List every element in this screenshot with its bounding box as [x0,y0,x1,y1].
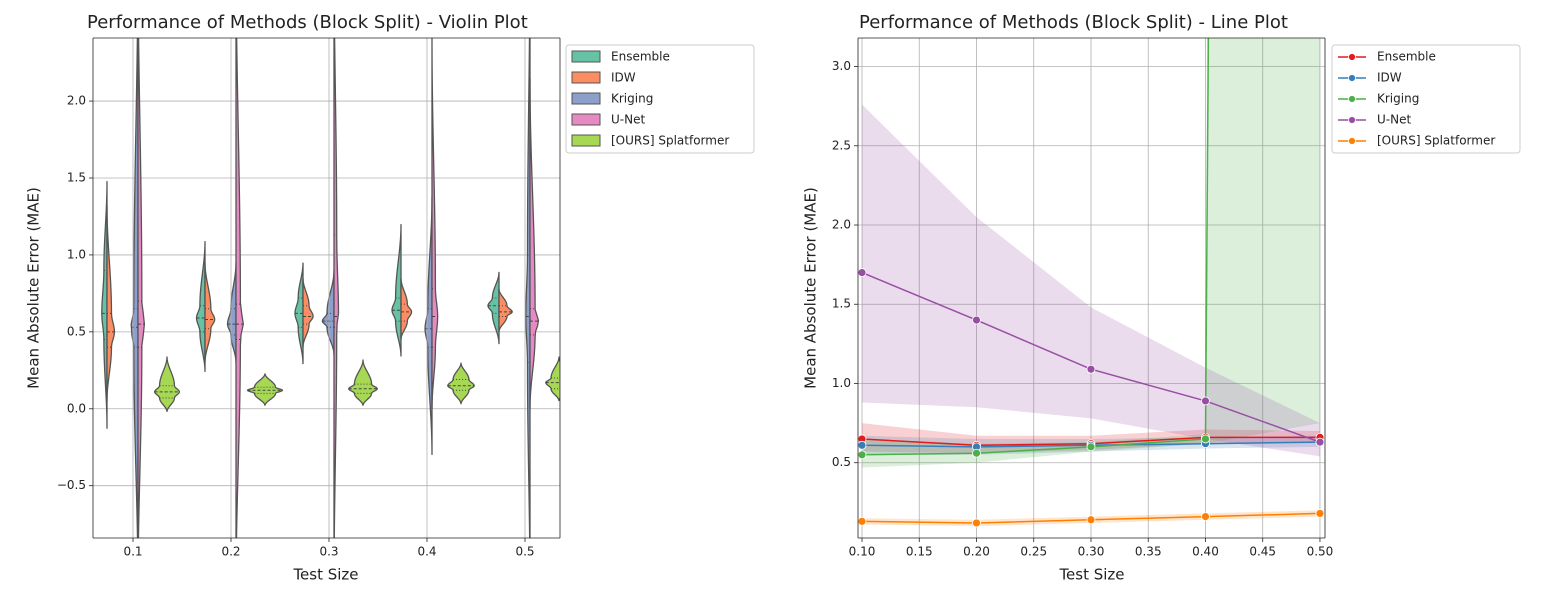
violin-half [204,262,216,363]
point [972,448,981,458]
x-tick-label: 0.1 [123,545,142,559]
point [1315,509,1325,518]
x-tick-label: 0.3 [319,545,338,559]
legend-marker [1348,137,1356,145]
legend-label: U-Net [611,113,645,127]
x-tick-label: 0.50 [1307,545,1334,559]
x-tick-label: 0.10 [849,545,876,559]
violin-half [424,196,433,455]
point [858,516,867,526]
y-tick-label: 1.0 [832,376,851,390]
x-axis-label: Test Size [1058,566,1124,584]
violin-half [153,356,181,412]
confidence-band [862,38,1320,468]
x-tick-label: 0.35 [1135,545,1162,559]
legend-marker [1348,53,1356,61]
violin-half [487,271,500,345]
violin-half [302,277,314,348]
y-tick-label: 1.5 [832,297,851,311]
point [858,440,867,450]
violin-half [137,38,146,538]
violin-half [447,362,475,405]
y-tick-label: 0.5 [67,324,86,338]
legend-label: [OURS] Splatformer [611,134,729,148]
violin-half [391,224,402,357]
legend-swatch [571,71,601,84]
x-tick-label: 0.20 [963,545,990,559]
x-tick-label: 0.30 [1078,545,1105,559]
legend-marker [1348,116,1356,124]
legend-label: [OURS] Splatformer [1377,134,1495,148]
x-tick-label: 0.2 [221,545,240,559]
y-tick-label: 0.0 [67,401,86,415]
plot-area [101,38,560,538]
point [1201,396,1210,406]
y-tick-label: 0.5 [832,455,851,469]
violin-half [525,38,531,538]
legend-label: Ensemble [1377,50,1436,64]
x-tick-label: 0.45 [1249,545,1276,559]
x-tick-label: 0.4 [417,545,436,559]
violin-half [545,356,560,402]
violin-half [431,38,439,409]
x-axis-label: Test Size [292,566,358,584]
legend-marker [1348,95,1356,103]
legend-label: Kriging [611,92,653,106]
legend-label: IDW [1377,71,1402,85]
legend-label: U-Net [1377,113,1411,127]
chart-title: Performance of Methods (Block Split) - V… [87,12,528,33]
violin-half [333,38,340,538]
x-tick-label: 0.25 [1020,545,1047,559]
legend-label: Kriging [1377,92,1419,106]
point [972,315,981,325]
y-tick-label: 1.5 [67,171,86,185]
violin-half [400,277,413,340]
legend-swatch [571,134,601,147]
violin-half [321,270,335,355]
violin-half [106,205,116,402]
point [972,518,981,528]
plot-area [858,38,1325,528]
violin-half [195,241,206,372]
violin-half [294,262,304,365]
y-tick-label: −0.5 [57,478,86,492]
violin-half [529,77,540,409]
x-tick-label: 0.40 [1192,545,1219,559]
legend-swatch [571,50,601,63]
x-tick-label: 0.15 [906,545,933,559]
y-tick-label: 2.0 [67,94,86,108]
point [858,268,867,277]
violin-half [246,373,284,406]
y-tick-label: 1.0 [67,247,86,261]
point [1315,437,1325,447]
legend-label: Ensemble [611,50,670,64]
violin-half [226,262,237,363]
legend-box [565,44,755,154]
point [1086,442,1096,452]
point [1086,364,1096,374]
point [1086,515,1096,525]
point [1201,434,1210,444]
x-tick-label: 0.5 [515,545,534,559]
legend-box [1331,44,1521,154]
point [858,450,867,460]
y-axis-label: Mean Absolute Error (MAE) [25,187,43,389]
legend-swatch [571,113,601,126]
point [1201,512,1210,522]
chart-title: Performance of Methods (Block Split) - L… [859,12,1288,33]
y-tick-label: 2.5 [832,138,851,152]
violin-half [130,38,139,538]
legend-label: IDW [611,71,636,85]
violin-half [101,181,108,429]
y-tick-label: 3.0 [832,59,851,73]
violin-half [347,359,379,406]
legend-swatch [571,92,601,105]
y-axis-label: Mean Absolute Error (MAE) [802,187,820,389]
violin-half [235,38,244,538]
y-tick-label: 2.0 [832,218,851,232]
legend-marker [1348,74,1356,82]
violin-half [498,288,513,332]
